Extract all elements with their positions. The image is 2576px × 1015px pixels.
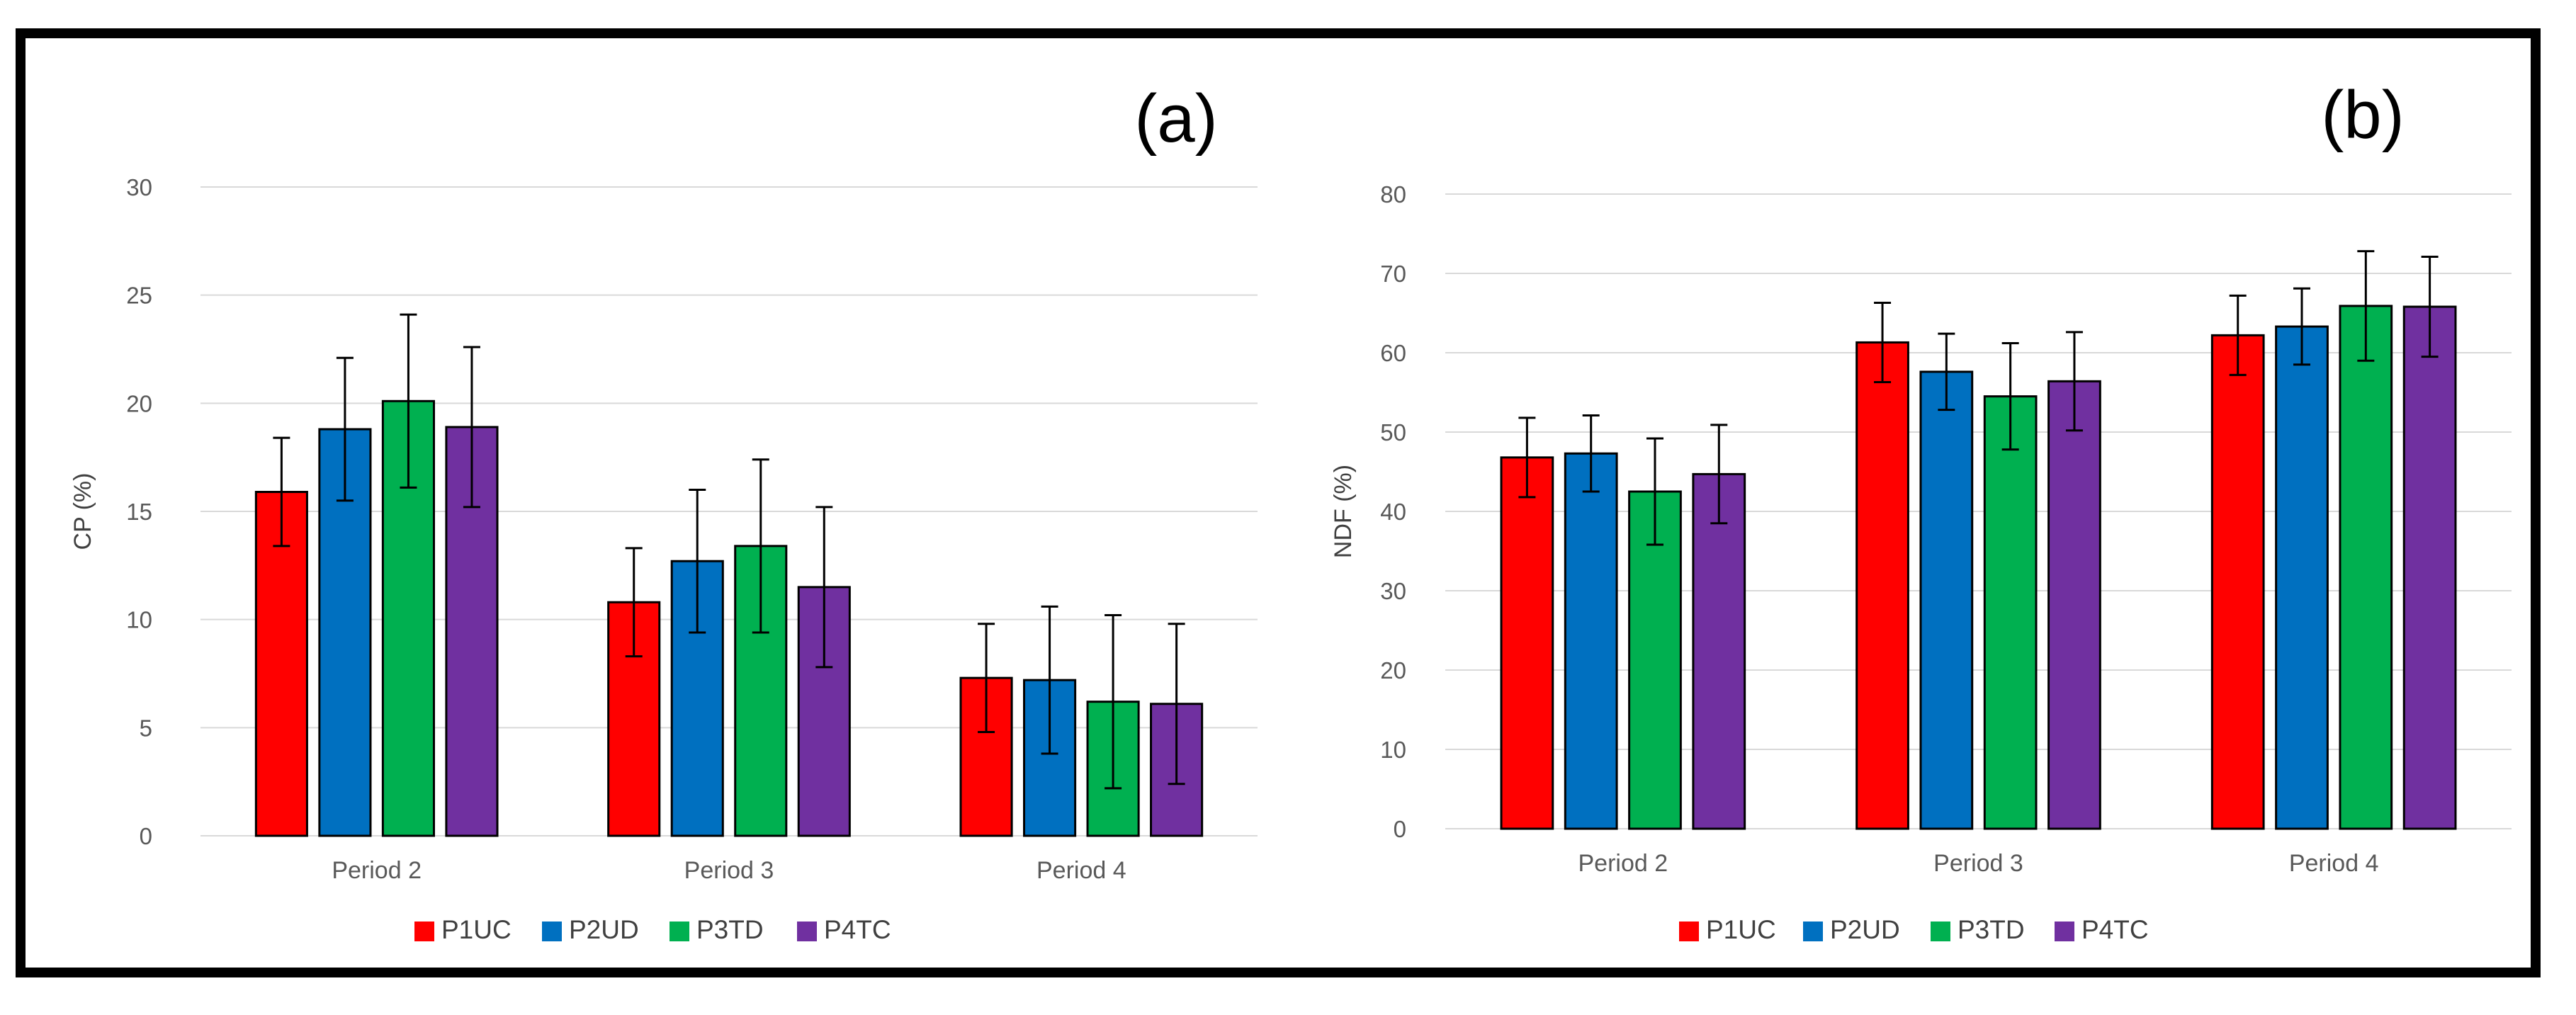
legend-swatch-p3td [1931, 922, 1950, 941]
x-category-label: Period 4 [1036, 857, 1126, 884]
legend-label-p4tc: P4TC [824, 915, 891, 944]
y-tick-label: 5 [140, 715, 152, 741]
x-category-label: Period 3 [684, 857, 774, 884]
panel-label: (a) [1134, 81, 1217, 157]
legend-label-p1uc: P1UC [441, 915, 512, 944]
legend-swatch-p4tc [797, 922, 817, 941]
y-tick-label: 25 [126, 283, 152, 309]
legend-label-p2ud: P2UD [1830, 915, 1900, 944]
y-tick-label: 80 [1380, 181, 1406, 208]
bar-p2ud-period-4 [2275, 325, 2329, 830]
legend-label-p3td: P3TD [696, 915, 764, 944]
y-tick-label: 60 [1380, 340, 1406, 366]
y-tick-label: 50 [1380, 419, 1406, 446]
bar-p1uc-period-4 [2210, 334, 2265, 830]
bar-p1uc-period-3 [1855, 341, 1909, 830]
y-tick-label: 30 [126, 174, 152, 200]
bar-p1uc-period-2 [1500, 456, 1554, 830]
y-tick-label: 15 [126, 499, 152, 525]
y-tick-label: 20 [126, 390, 152, 416]
bar-p4tc-period-2 [1692, 472, 1746, 830]
y-tick-label: 0 [1394, 816, 1406, 842]
bar-p4tc-period-4 [2402, 305, 2457, 830]
legend-label-p3td: P3TD [1958, 915, 2025, 944]
y-tick-label: 30 [1380, 578, 1406, 604]
legend-label-p1uc: P1UC [1706, 915, 1776, 944]
x-category-label: Period 2 [332, 857, 422, 884]
legend-swatch-p3td [670, 922, 689, 941]
x-category-label: Period 3 [1933, 850, 2023, 877]
legend-swatch-p2ud [1803, 922, 1823, 941]
y-tick-label: 10 [126, 607, 152, 633]
legend-swatch-p1uc [1679, 922, 1699, 941]
bar-p3td-period-2 [1628, 490, 1682, 830]
y-tick-label: 20 [1380, 657, 1406, 684]
y-axis-title: NDF (%) [1330, 465, 1357, 558]
legend-label-p4tc: P4TC [2081, 915, 2149, 944]
y-tick-label: 10 [1380, 737, 1406, 763]
legend-swatch-p2ud [542, 922, 562, 941]
y-tick-label: 40 [1380, 499, 1406, 525]
bar-p4tc-period-3 [2047, 380, 2101, 830]
x-category-label: Period 2 [1578, 850, 1668, 877]
bar-p2ud-period-2 [1564, 452, 1618, 830]
bar-p3td-period-4 [2339, 305, 2393, 830]
y-tick-label: 70 [1380, 261, 1406, 287]
y-tick-label: 0 [140, 823, 152, 849]
y-axis-title: CP (%) [69, 473, 96, 550]
bar-p2ud-period-3 [1919, 370, 1974, 830]
x-category-label: Period 4 [2289, 850, 2379, 877]
bar-p3td-period-3 [1983, 395, 2038, 830]
panel-label: (b) [2321, 77, 2404, 153]
legend-swatch-p1uc [414, 922, 434, 941]
legend-swatch-p4tc [2055, 922, 2074, 941]
legend-label-p2ud: P2UD [569, 915, 639, 944]
